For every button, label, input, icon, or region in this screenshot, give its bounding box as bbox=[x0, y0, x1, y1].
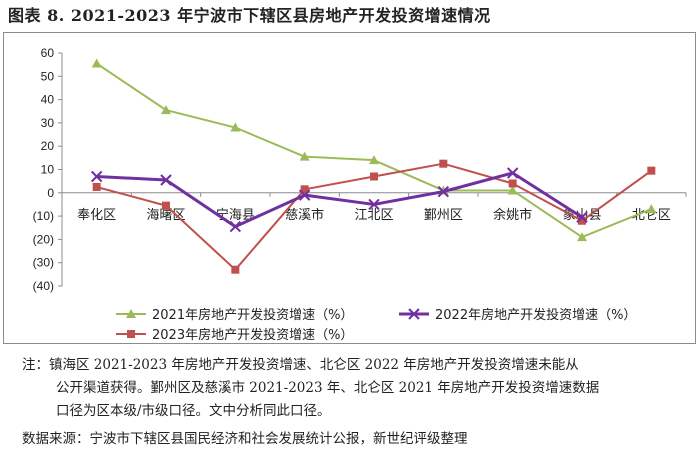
data-point bbox=[646, 204, 657, 214]
data-point bbox=[229, 220, 242, 233]
y-tick-label: (20) bbox=[33, 232, 54, 246]
source-note: 数据来源：宁波市下辖区县国民经济和社会发展统计公报，新世纪评级整理 bbox=[22, 431, 468, 447]
data-point bbox=[299, 151, 310, 161]
page-title: 图表 8. 2021-2023 年宁波市下辖区县房地产开发投资增速情况 bbox=[8, 6, 491, 25]
legend-label: 2022年房地产开发投资增速（%） bbox=[435, 307, 636, 323]
y-tick-label: 20 bbox=[41, 139, 55, 153]
data-point bbox=[437, 185, 450, 198]
x-tick-label: 鄞州区 bbox=[424, 208, 463, 223]
data-point bbox=[368, 198, 380, 211]
data-point bbox=[369, 155, 379, 165]
x-tick-label: 慈溪市 bbox=[285, 207, 324, 223]
x-tick-label: 海曙区 bbox=[146, 208, 185, 223]
y-tick-label: 50 bbox=[41, 69, 55, 83]
data-point bbox=[160, 174, 172, 186]
x-tick-label: 奉化区 bbox=[77, 208, 116, 223]
x-tick-label: 江北区 bbox=[354, 208, 393, 223]
chart-frame: 60 50 40 30 20 10 0 (10) (20) (30) (40) 奉化区 海曙区 宁海县 慈溪… bbox=[3, 32, 696, 344]
data-point bbox=[90, 170, 103, 183]
data-point bbox=[91, 58, 102, 68]
legend-marker bbox=[126, 309, 136, 318]
x-tick-label: 余姚市 bbox=[493, 207, 532, 223]
y-tick-label: 10 bbox=[41, 163, 55, 177]
data-point bbox=[439, 159, 448, 168]
series-line bbox=[96, 171, 583, 229]
y-tick-label: 0 bbox=[47, 186, 54, 200]
data-point bbox=[506, 167, 519, 179]
legend-marker bbox=[408, 308, 420, 320]
data-point bbox=[647, 166, 656, 175]
note-line-2: 公开渠道获得。鄞州区及慈溪市 2021-2023 年、北仑区 2021 年房地产… bbox=[56, 380, 600, 396]
y-tick-label: 60 bbox=[41, 46, 55, 60]
y-tick-label: (10) bbox=[33, 209, 54, 223]
data-point bbox=[92, 182, 101, 191]
note-line-3: 口径为区本级/市级口径。文中分析同此口径。 bbox=[56, 403, 331, 419]
y-tick-label: (30) bbox=[33, 256, 54, 270]
data-point bbox=[231, 265, 240, 274]
data-point bbox=[162, 201, 170, 210]
legend-marker bbox=[127, 330, 135, 338]
data-point bbox=[370, 172, 378, 181]
data-point bbox=[230, 122, 241, 132]
y-tick-label: 40 bbox=[41, 93, 55, 107]
data-point bbox=[578, 216, 586, 225]
x-tick-label: 北仑区 bbox=[632, 208, 671, 223]
data-point bbox=[298, 189, 311, 201]
data-point bbox=[161, 105, 171, 115]
data-point bbox=[300, 185, 309, 194]
legend-label: 2023年房地产开发投资增速（%） bbox=[152, 327, 353, 343]
y-tick-label: 30 bbox=[41, 116, 55, 130]
y-tick-label: (40) bbox=[33, 279, 54, 293]
legend-label: 2021年房地产开发投资增速（%） bbox=[152, 307, 353, 323]
data-point bbox=[576, 211, 588, 223]
note-line-1: 注：镇海区 2021-2023 年房地产开发投资增速、北仑区 2022 年房地产… bbox=[22, 357, 579, 373]
data-point bbox=[508, 179, 517, 188]
data-point bbox=[507, 185, 518, 195]
data-point bbox=[577, 232, 587, 242]
